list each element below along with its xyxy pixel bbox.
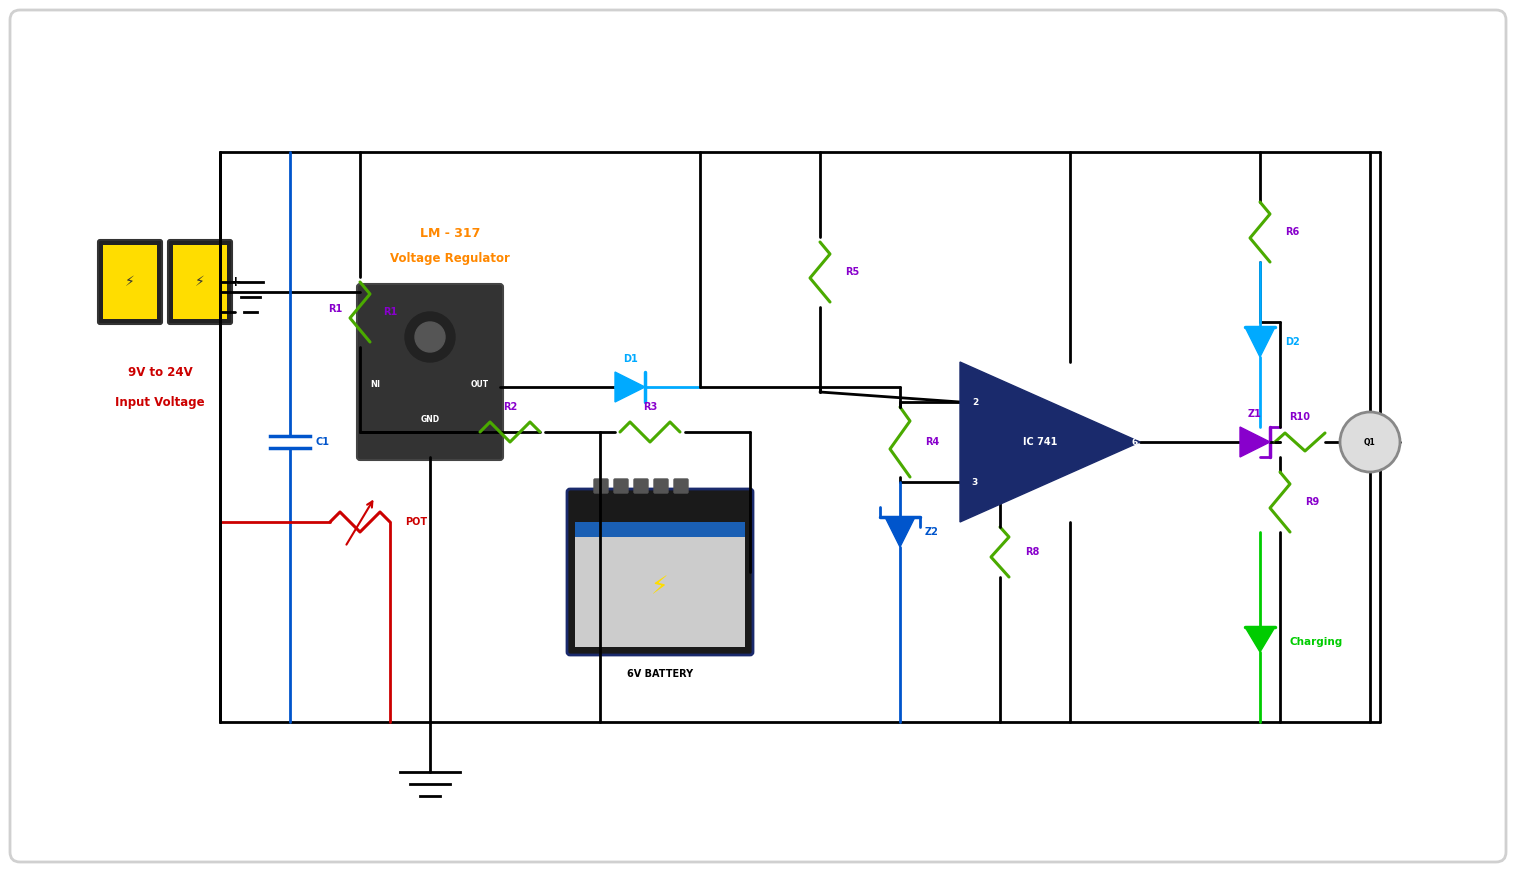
- Text: +: +: [229, 275, 241, 289]
- Text: R6: R6: [1286, 227, 1299, 237]
- FancyBboxPatch shape: [575, 527, 744, 647]
- Text: ⚡: ⚡: [196, 275, 205, 289]
- Text: 4: 4: [1117, 493, 1123, 501]
- Text: R1: R1: [384, 307, 397, 317]
- Text: R1: R1: [327, 304, 343, 314]
- Text: D1: D1: [623, 354, 637, 364]
- FancyBboxPatch shape: [168, 240, 232, 324]
- FancyBboxPatch shape: [11, 10, 1505, 862]
- Polygon shape: [960, 362, 1140, 522]
- Text: Input Voltage: Input Voltage: [115, 396, 205, 408]
- Text: R7: R7: [1025, 467, 1040, 477]
- FancyBboxPatch shape: [99, 240, 162, 324]
- Text: R10: R10: [1290, 412, 1310, 422]
- Text: NI: NI: [370, 380, 381, 389]
- Circle shape: [1340, 412, 1399, 472]
- Text: C1: C1: [315, 437, 329, 447]
- Text: IC 741: IC 741: [1023, 437, 1057, 447]
- Text: R3: R3: [643, 402, 656, 412]
- Bar: [173, 245, 227, 319]
- Text: 2: 2: [972, 398, 978, 406]
- Polygon shape: [615, 372, 644, 402]
- Text: Z2: Z2: [925, 527, 938, 537]
- Polygon shape: [1245, 627, 1275, 652]
- Bar: [575, 522, 744, 537]
- Text: 6: 6: [1132, 438, 1139, 446]
- Text: R4: R4: [925, 437, 940, 447]
- FancyBboxPatch shape: [653, 479, 669, 493]
- Text: R5: R5: [844, 267, 860, 277]
- Text: Q1: Q1: [1364, 438, 1377, 446]
- FancyBboxPatch shape: [614, 479, 628, 493]
- FancyBboxPatch shape: [567, 489, 753, 655]
- Polygon shape: [1245, 327, 1275, 357]
- Text: 6V BATTERY: 6V BATTERY: [628, 669, 693, 679]
- Text: R2: R2: [503, 402, 517, 412]
- Text: 3: 3: [972, 478, 978, 487]
- Text: D2: D2: [1286, 337, 1299, 347]
- Text: 7: 7: [1111, 383, 1119, 392]
- Circle shape: [415, 322, 446, 352]
- Text: R9: R9: [1305, 497, 1319, 507]
- Text: ⚡: ⚡: [126, 275, 135, 289]
- Text: 9V to 24V: 9V to 24V: [127, 365, 193, 378]
- Bar: [103, 245, 158, 319]
- FancyBboxPatch shape: [675, 479, 688, 493]
- Text: Voltage Regulator: Voltage Regulator: [390, 252, 509, 265]
- Text: Z1: Z1: [1248, 409, 1261, 419]
- Text: POT: POT: [405, 517, 428, 527]
- Text: OUT: OUT: [471, 380, 490, 389]
- FancyBboxPatch shape: [634, 479, 647, 493]
- Text: GND: GND: [420, 415, 440, 424]
- Circle shape: [405, 312, 455, 362]
- FancyBboxPatch shape: [356, 284, 503, 460]
- Text: LM - 317: LM - 317: [420, 227, 481, 240]
- Text: Charging: Charging: [1290, 637, 1343, 647]
- Polygon shape: [1240, 427, 1270, 457]
- Polygon shape: [885, 517, 916, 547]
- Text: ⚡: ⚡: [652, 575, 669, 599]
- Text: R8: R8: [1025, 547, 1040, 557]
- FancyBboxPatch shape: [594, 479, 608, 493]
